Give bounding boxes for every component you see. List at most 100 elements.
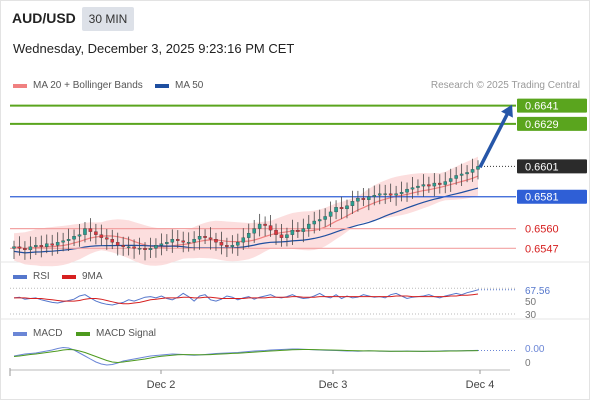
legend-ma20: MA 20 + Bollinger Bands — [13, 80, 143, 91]
price-label: 0.6601 — [525, 161, 559, 173]
candle-body — [427, 184, 431, 187]
candle-body — [66, 239, 71, 241]
candle-body — [405, 188, 409, 193]
macd-axis-label: 0 — [525, 358, 531, 369]
candle-body — [296, 229, 300, 232]
candle-body — [448, 178, 453, 182]
candle-body — [165, 242, 169, 244]
candle-body — [55, 242, 60, 246]
candle-body — [339, 207, 344, 210]
candle-body — [367, 196, 371, 200]
candle-body — [186, 242, 191, 244]
candle-body — [115, 242, 120, 246]
price-label-box — [517, 98, 587, 113]
candle-body — [416, 185, 420, 188]
symbol-title: AUD/USD — [12, 10, 76, 26]
candle-body — [176, 239, 180, 241]
candle-body — [121, 245, 125, 247]
rsi-axis-label: 67.56 — [525, 286, 550, 297]
x-axis-label: Dec 4 — [466, 379, 495, 391]
legend-macd: MACD — [13, 328, 62, 339]
candle-body — [350, 201, 355, 206]
candle-body — [241, 237, 246, 243]
legend-ma20-label: MA 20 + Bollinger Bands — [33, 80, 143, 91]
price-label: 0.6581 — [525, 192, 559, 204]
candle-body — [252, 228, 256, 234]
research-credit: Research © 2025 Trading Central — [430, 80, 580, 91]
macd-signal-swatch-icon — [76, 331, 90, 336]
price-label-box — [517, 159, 587, 174]
candle-body — [361, 198, 366, 200]
candle-body — [246, 233, 251, 238]
candle-body — [17, 246, 22, 249]
legend-rsi: RSI — [13, 271, 50, 282]
candle-body — [465, 172, 469, 175]
target-arrow-icon — [478, 111, 510, 169]
candle-body — [301, 228, 306, 232]
candle-body — [421, 184, 426, 187]
candle-body — [323, 216, 327, 220]
x-axis-label: Dec 2 — [147, 379, 176, 391]
price-label-box — [517, 116, 587, 131]
candle-body — [432, 182, 437, 187]
candle-body — [50, 243, 54, 246]
candle-body — [83, 228, 87, 235]
candle-body — [257, 223, 262, 229]
candle-body — [12, 246, 16, 249]
candle-body — [230, 245, 235, 247]
candle-body — [94, 231, 98, 235]
ma50-line — [13, 187, 479, 254]
price-label-box — [517, 189, 587, 204]
candle-body — [476, 166, 480, 170]
legend-macd-label: MACD — [33, 328, 63, 339]
legend-macd-signal-label: MACD Signal — [96, 328, 157, 339]
candle-body — [225, 245, 229, 247]
candle-body — [285, 234, 289, 238]
candle-body — [443, 181, 447, 185]
candle-body — [274, 229, 278, 235]
candle-body — [219, 242, 224, 246]
candle-body — [61, 240, 65, 243]
candle-body — [154, 245, 158, 249]
candle-body — [45, 243, 49, 247]
candle-body — [72, 236, 76, 240]
candle-body — [34, 245, 38, 247]
macd-axis-label: 0.00 — [525, 344, 545, 355]
candle-body — [110, 239, 115, 243]
macd-swatch-icon — [13, 331, 27, 336]
candle-body — [377, 193, 382, 196]
candle-body — [470, 169, 475, 173]
candle-body — [132, 246, 136, 249]
candle-body — [268, 225, 273, 231]
candle-body — [236, 242, 240, 246]
candle-body — [126, 246, 131, 248]
candle-body — [105, 237, 109, 240]
legend-rsi-ma: 9MA — [62, 271, 103, 282]
legend-rsi-label: RSI — [33, 271, 50, 282]
candle-body — [279, 234, 284, 238]
rsi-swatch-icon — [13, 274, 27, 279]
ma20-swatch-icon — [13, 83, 27, 88]
datetime-label: Wednesday, December 3, 2025 9:23:16 PM C… — [13, 41, 295, 56]
x-axis-label: Dec 3 — [319, 379, 348, 391]
candle-body — [28, 246, 33, 251]
macd-line — [13, 346, 479, 366]
candle-body — [181, 240, 185, 243]
bollinger-band — [14, 156, 478, 267]
rsi-axis-label: 30 — [525, 310, 537, 321]
candle-body — [137, 248, 142, 250]
candle-body — [170, 239, 175, 243]
candle-body — [328, 211, 333, 217]
rsi-line — [13, 289, 479, 306]
timeframe-badge[interactable]: 30 MIN — [82, 7, 134, 31]
candle-body — [143, 248, 147, 251]
candle-body — [208, 237, 213, 240]
ma20-line — [13, 175, 479, 249]
candle-body — [148, 248, 153, 251]
candle-body — [203, 236, 207, 238]
legend-rsi-ma-label: 9MA — [82, 271, 103, 282]
candle-body — [39, 245, 44, 247]
candle-body — [317, 219, 322, 222]
price-label: 0.6629 — [525, 119, 559, 131]
rsi-ma-swatch-icon — [62, 274, 76, 279]
